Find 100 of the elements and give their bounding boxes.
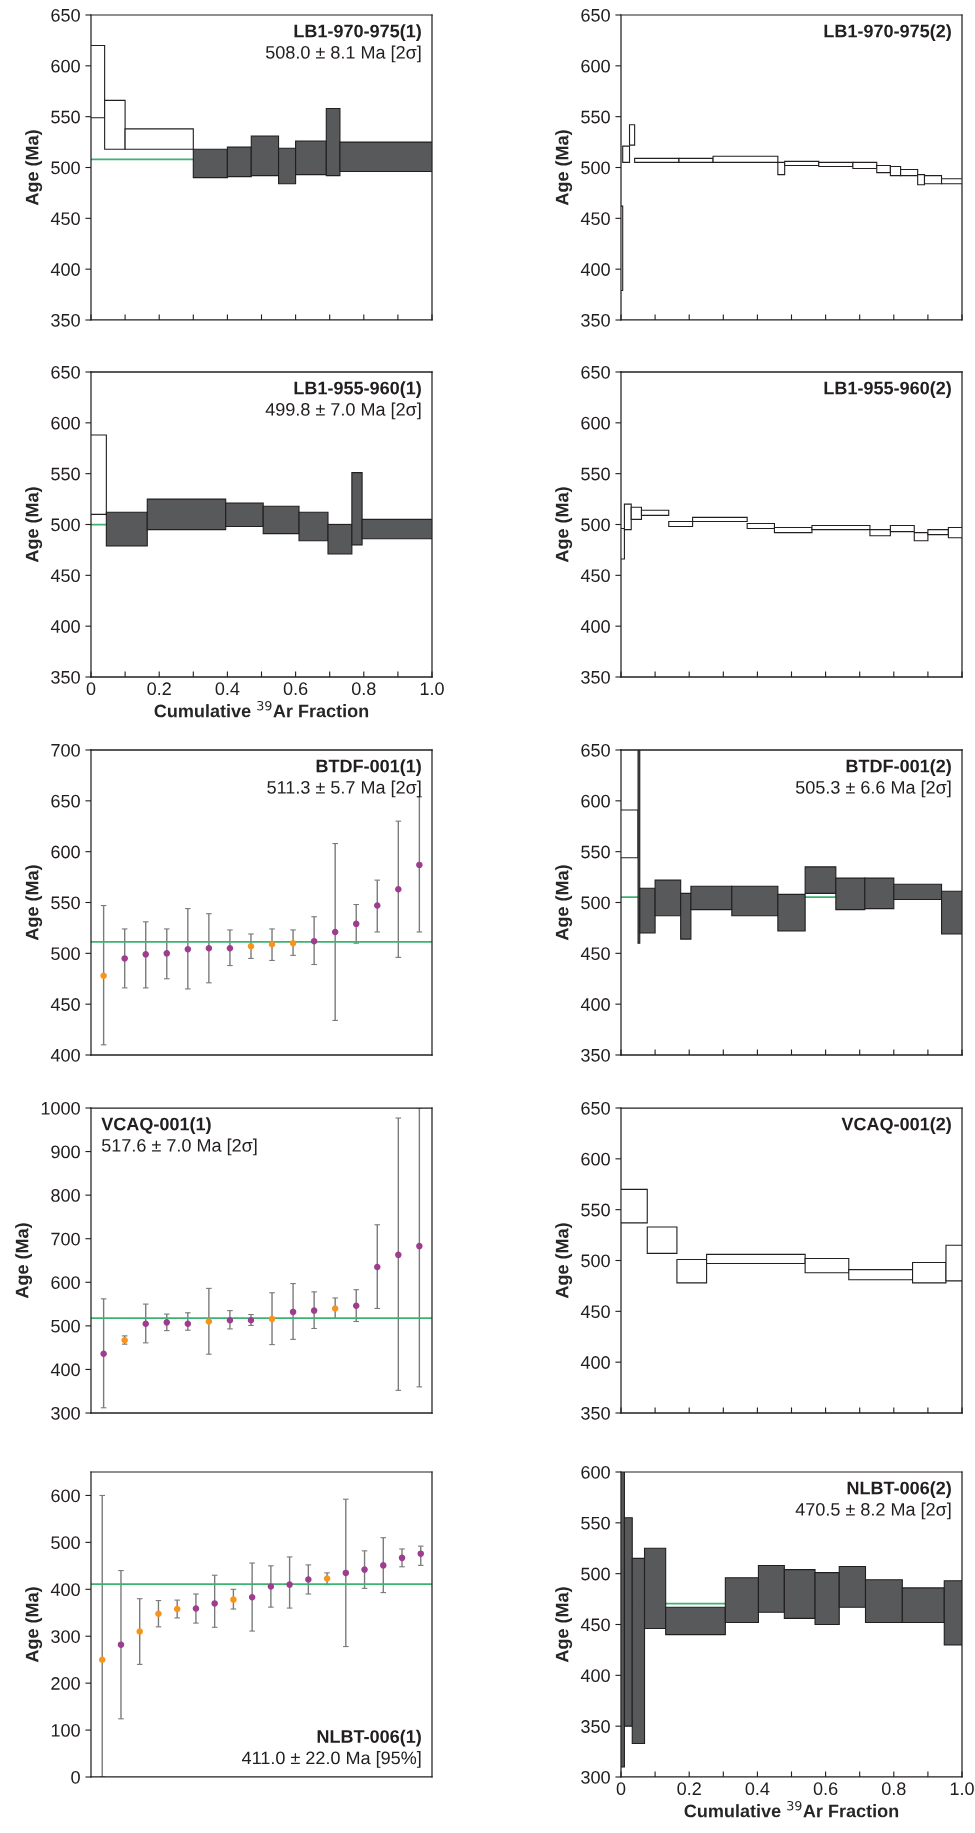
point [192,1605,200,1612]
point [331,1305,339,1312]
point [211,1600,218,1607]
point [374,902,381,909]
y-tick-label: 450 [50,998,80,1011]
y-tick-label: 450 [580,1305,610,1319]
point [380,1562,387,1569]
annotation: BTDF-001(1) [316,759,421,776]
point [286,1581,293,1588]
y-tick-label: 350 [581,1048,610,1062]
x-tick-label: 0 [616,1782,626,1796]
point [117,1641,125,1648]
annotation: 499.8 ± 7.0 Ma [2σ] [265,402,421,420]
y-tick-label: 500 [581,1254,610,1268]
y-tick-label: 300 [51,1630,80,1643]
y-tick-label: 0 [71,1770,80,1784]
annotation: 411.0 ± 22.0 Ma [95%] [241,1751,421,1768]
y-tick-label: 350 [51,313,80,327]
point [331,928,339,936]
y-tick-label: 700 [51,743,80,757]
y-tick-label: 450 [580,569,610,583]
point [267,1583,275,1590]
y-tick-label: 600 [51,1276,80,1290]
point [226,944,234,952]
point [136,1628,143,1635]
y-tick-label: 400 [50,1583,80,1597]
y-tick-label: 350 [581,1406,610,1420]
y-tick-label: 550 [581,1516,610,1530]
y-tick-label: 650 [581,365,610,379]
y-tick-label: 400 [580,620,610,633]
y-tick-label: 550 [51,896,80,910]
point [323,1575,331,1582]
point [342,1569,350,1577]
point [155,1610,162,1617]
point [163,1319,171,1326]
annotation: 517.6 ± 7.0 Ma [2σ] [101,1138,257,1156]
point [268,1315,276,1323]
y-tick-label: 600 [581,1152,610,1166]
y-axis-title: Age (Ma) [555,1587,573,1663]
y-tick-label: 200 [51,1677,80,1690]
annotation: NLBT-006(1) [317,1729,421,1747]
y-tick-label: 400 [50,620,80,633]
y-axis-title: Age (Ma) [15,1223,33,1299]
x-tick-label: 0 [86,682,96,696]
point [163,950,171,957]
point [305,1576,312,1583]
y-tick-label: 1000 [41,1101,80,1115]
x-axis-title: Cumulative $^{39}$Ar Fraction [154,700,369,718]
y-tick-label: 350 [51,670,80,684]
y-tick-label: 650 [51,794,80,808]
y-tick-label: 400 [580,1669,610,1683]
point [247,942,255,950]
y-tick-label: 400 [50,1048,80,1062]
point [205,1318,213,1325]
annotation: 470.5 ± 8.2 Ma [2σ] [795,1502,951,1520]
annotation: NLBT-006(2) [847,1481,951,1498]
x-tick-label: 0.8 [881,1782,906,1796]
point [205,944,213,952]
y-tick-label: 350 [581,1720,610,1733]
y-tick-label: 400 [580,263,610,276]
point [352,920,360,928]
point [289,1308,297,1316]
y-tick-label: 700 [51,1232,80,1246]
annotation: LB1-970-975(1) [294,24,421,41]
x-axis-title: Cumulative $^{39}$Ar Fraction [684,1800,899,1818]
point [398,1554,406,1562]
y-axis-title: Age (Ma) [25,487,43,563]
y-tick-label: 500 [581,1567,610,1581]
y-tick-label: 500 [51,947,80,961]
point [230,1596,237,1603]
y-tick-label: 800 [51,1189,80,1202]
x-tick-label: 0.6 [813,1782,838,1796]
y-tick-label: 600 [51,1489,80,1503]
point [268,940,276,948]
point [310,1307,318,1314]
y-axis-title: Age (Ma) [25,1587,43,1663]
y-tick-label: 650 [51,8,80,22]
point [98,1656,106,1663]
annotation: LB1-955-960(1) [294,381,421,398]
y-tick-label: 900 [51,1145,80,1159]
y-tick-label: 550 [51,467,80,481]
y-tick-label: 500 [51,161,80,175]
x-tick-label: 0.8 [351,682,376,696]
y-tick-label: 500 [581,161,610,175]
y-tick-label: 450 [50,212,80,226]
y-tick-label: 500 [51,518,80,532]
y-axis-title: Age (Ma) [555,865,573,941]
y-tick-label: 450 [580,947,610,961]
y-tick-label: 400 [50,1363,80,1377]
y-tick-label: 550 [51,110,80,124]
y-tick-label: 350 [581,313,610,327]
y-axis-title: Age (Ma) [555,130,573,206]
y-tick-label: 400 [580,998,610,1011]
y-tick-label: 450 [580,212,610,226]
y-tick-label: 650 [581,743,610,757]
y-tick-label: 650 [51,365,80,379]
y-tick-label: 450 [50,569,80,583]
point [352,1302,360,1310]
point [395,1251,402,1259]
annotation: 508.0 ± 8.1 Ma [2σ] [265,45,421,63]
